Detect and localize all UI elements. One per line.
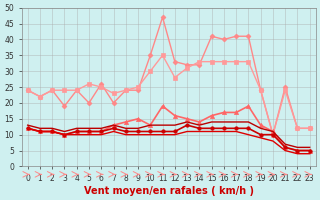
X-axis label: Vent moyen/en rafales ( km/h ): Vent moyen/en rafales ( km/h ) [84, 186, 254, 196]
